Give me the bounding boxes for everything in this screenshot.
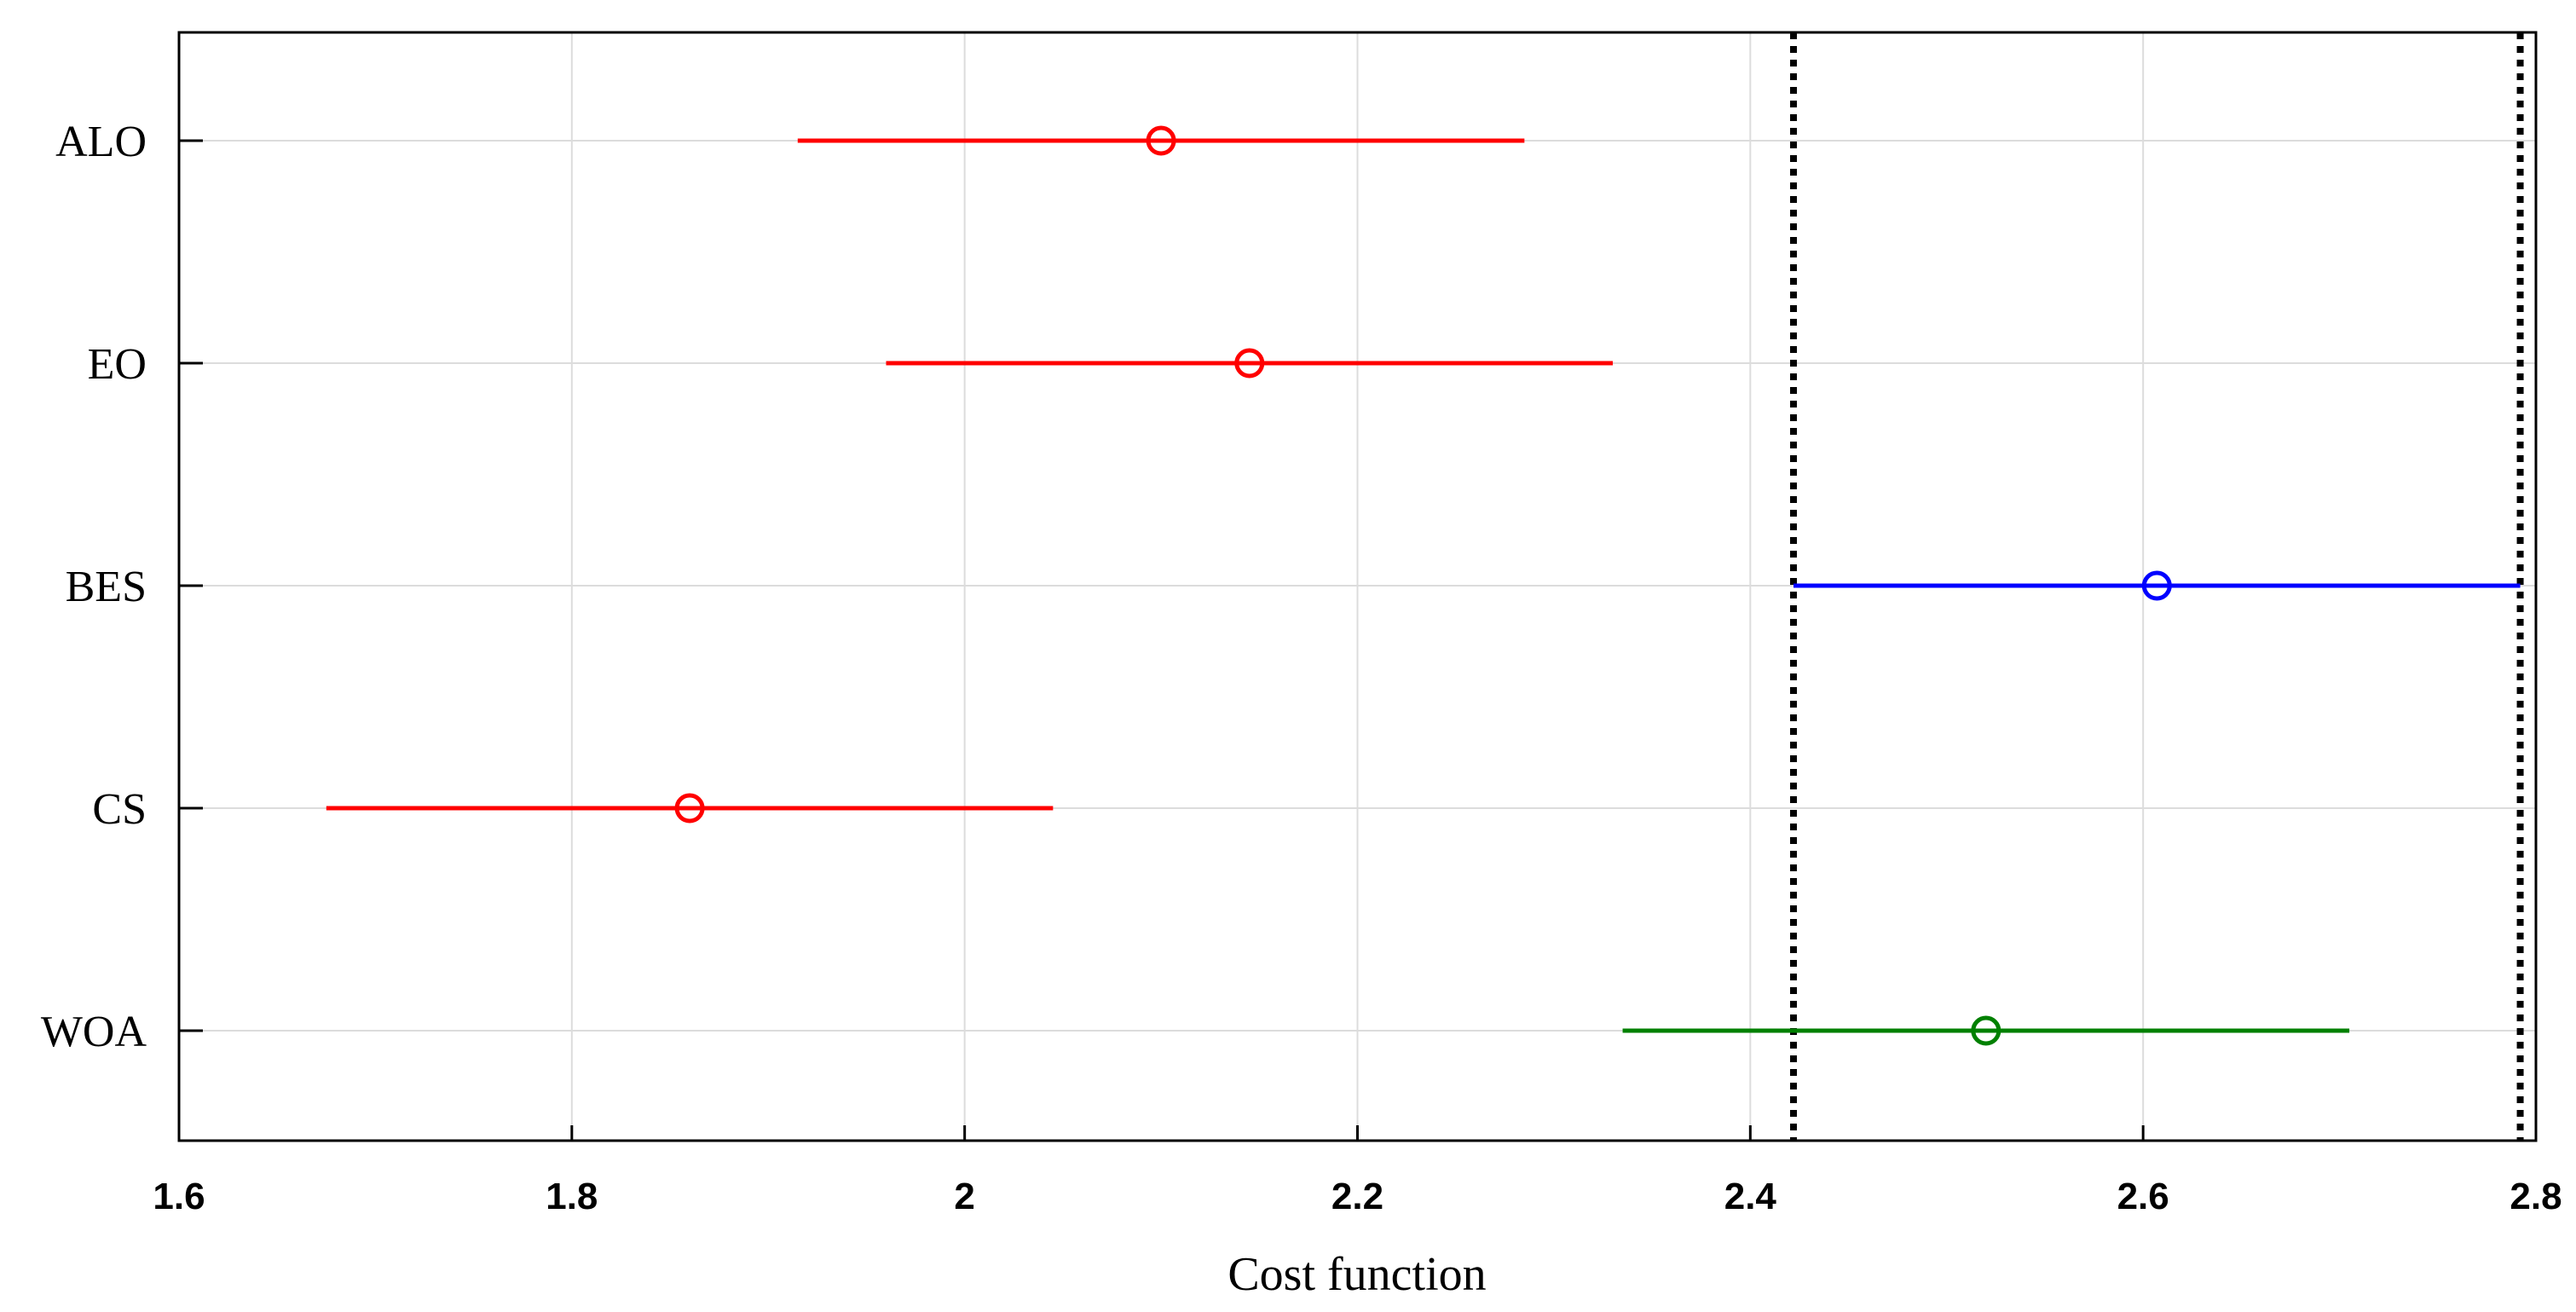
x-tick-label: 2.2: [1331, 1176, 1383, 1217]
x-axis-label: Cost function: [1227, 1248, 1486, 1301]
y-tick-label: ALO: [55, 118, 147, 166]
x-tick-label: 1.8: [546, 1176, 598, 1217]
y-tick-label: BES: [66, 563, 147, 611]
x-tick-label: 1.6: [153, 1176, 205, 1217]
mean-marker-alo: [1146, 125, 1176, 156]
y-tick-label: EO: [88, 340, 147, 389]
axis-ticks: [177, 139, 2538, 1141]
mean-marker-bes: [2141, 570, 2172, 601]
x-tick-label: 2.6: [2117, 1176, 2169, 1217]
mean-marker-woa: [1971, 1015, 2001, 1046]
series: [326, 125, 2521, 1046]
x-tick-label: 2.8: [2510, 1176, 2562, 1217]
x-tick-label: 2: [954, 1176, 974, 1217]
mean-marker-cs: [674, 793, 705, 824]
tick-labels: 1.6 1.8 2 2.2 2.4 2.6 2.8 ALO EO BES CS WOA: [41, 118, 2562, 1217]
mean-marker-eo: [1234, 348, 1265, 379]
x-tick-label: 2.4: [1724, 1176, 1777, 1217]
y-tick-label: WOA: [41, 1008, 147, 1056]
y-tick-label: CS: [92, 785, 147, 834]
